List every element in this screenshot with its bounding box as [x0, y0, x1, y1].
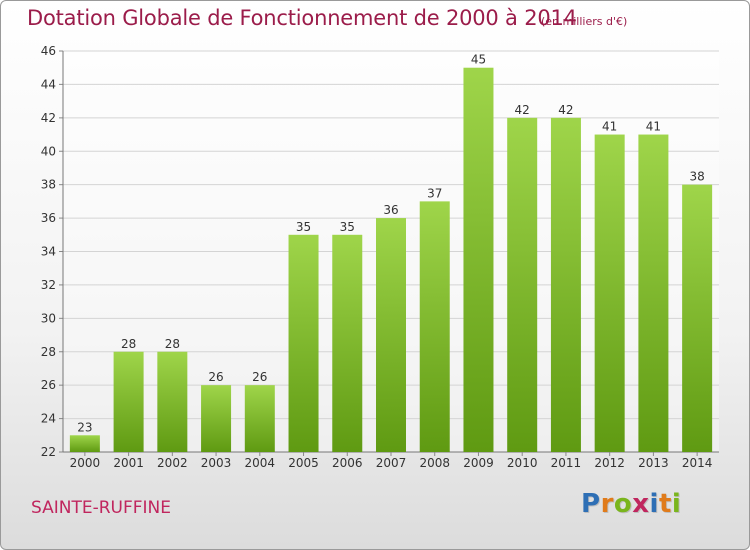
- bar: [288, 234, 319, 452]
- x-tick-label: 2005: [288, 456, 319, 470]
- bar-value-label: 26: [252, 370, 267, 384]
- bar-value-label: 38: [689, 170, 704, 184]
- y-tick-label: 24: [41, 412, 56, 426]
- x-tick-label: 2003: [201, 456, 232, 470]
- y-tick-label: 22: [41, 445, 56, 459]
- bar: [550, 117, 581, 452]
- x-tick-label: 2008: [419, 456, 450, 470]
- bar-value-label: 28: [121, 337, 136, 351]
- bar-value-label: 35: [296, 220, 311, 234]
- bar-value-label: 37: [427, 186, 442, 200]
- bar: [113, 351, 144, 452]
- y-tick-label: 42: [41, 111, 56, 125]
- bar-value-label: 26: [208, 370, 223, 384]
- bar-value-label: 42: [515, 103, 530, 117]
- y-tick-label: 46: [41, 44, 56, 58]
- bar: [332, 234, 363, 452]
- x-tick-label: 2006: [332, 456, 363, 470]
- y-tick-label: 40: [41, 144, 56, 158]
- bar: [463, 67, 494, 452]
- bar-value-label: 41: [646, 120, 661, 134]
- bar-value-label: 45: [471, 53, 486, 67]
- x-tick-label: 2000: [70, 456, 101, 470]
- x-tick-label: 2013: [638, 456, 669, 470]
- bar: [507, 117, 538, 452]
- bar: [69, 435, 100, 452]
- x-tick-label: 2001: [113, 456, 144, 470]
- y-tick-label: 38: [41, 178, 56, 192]
- y-tick-label: 28: [41, 345, 56, 359]
- bar-value-label: 23: [77, 420, 92, 434]
- chart-title: Dotation Globale de Fonctionnement de 20…: [27, 6, 577, 30]
- bar: [201, 385, 232, 452]
- bar: [419, 201, 450, 452]
- x-tick-label: 2009: [463, 456, 494, 470]
- y-tick-label: 36: [41, 211, 56, 225]
- bar-value-label: 42: [558, 103, 573, 117]
- y-tick-label: 30: [41, 311, 56, 325]
- bar: [376, 218, 406, 452]
- bar: [638, 134, 669, 452]
- bar-value-label: 35: [340, 220, 355, 234]
- y-tick-label: 34: [41, 245, 56, 259]
- x-tick-label: 2012: [594, 456, 625, 470]
- x-tick-label: 2007: [376, 456, 407, 470]
- y-tick-label: 32: [41, 278, 56, 292]
- y-tick-label: 26: [41, 378, 56, 392]
- bar-value-label: 41: [602, 120, 617, 134]
- x-tick-label: 2010: [507, 456, 538, 470]
- bar-value-label: 36: [383, 203, 398, 217]
- bar-value-label: 28: [165, 337, 180, 351]
- bar: [157, 351, 188, 452]
- chart-unit: (en milliers d'€): [541, 15, 628, 28]
- city-name: SAINTE-RUFFINE: [31, 498, 172, 518]
- bar: [594, 134, 625, 452]
- bar: [682, 184, 713, 452]
- proxiti-logo: Proxiti: [581, 489, 682, 519]
- y-tick-label: 44: [41, 77, 56, 91]
- x-tick-label: 2011: [551, 456, 582, 470]
- bar: [244, 385, 275, 452]
- x-tick-label: 2014: [682, 456, 713, 470]
- x-tick-label: 2002: [157, 456, 188, 470]
- x-tick-label: 2004: [245, 456, 276, 470]
